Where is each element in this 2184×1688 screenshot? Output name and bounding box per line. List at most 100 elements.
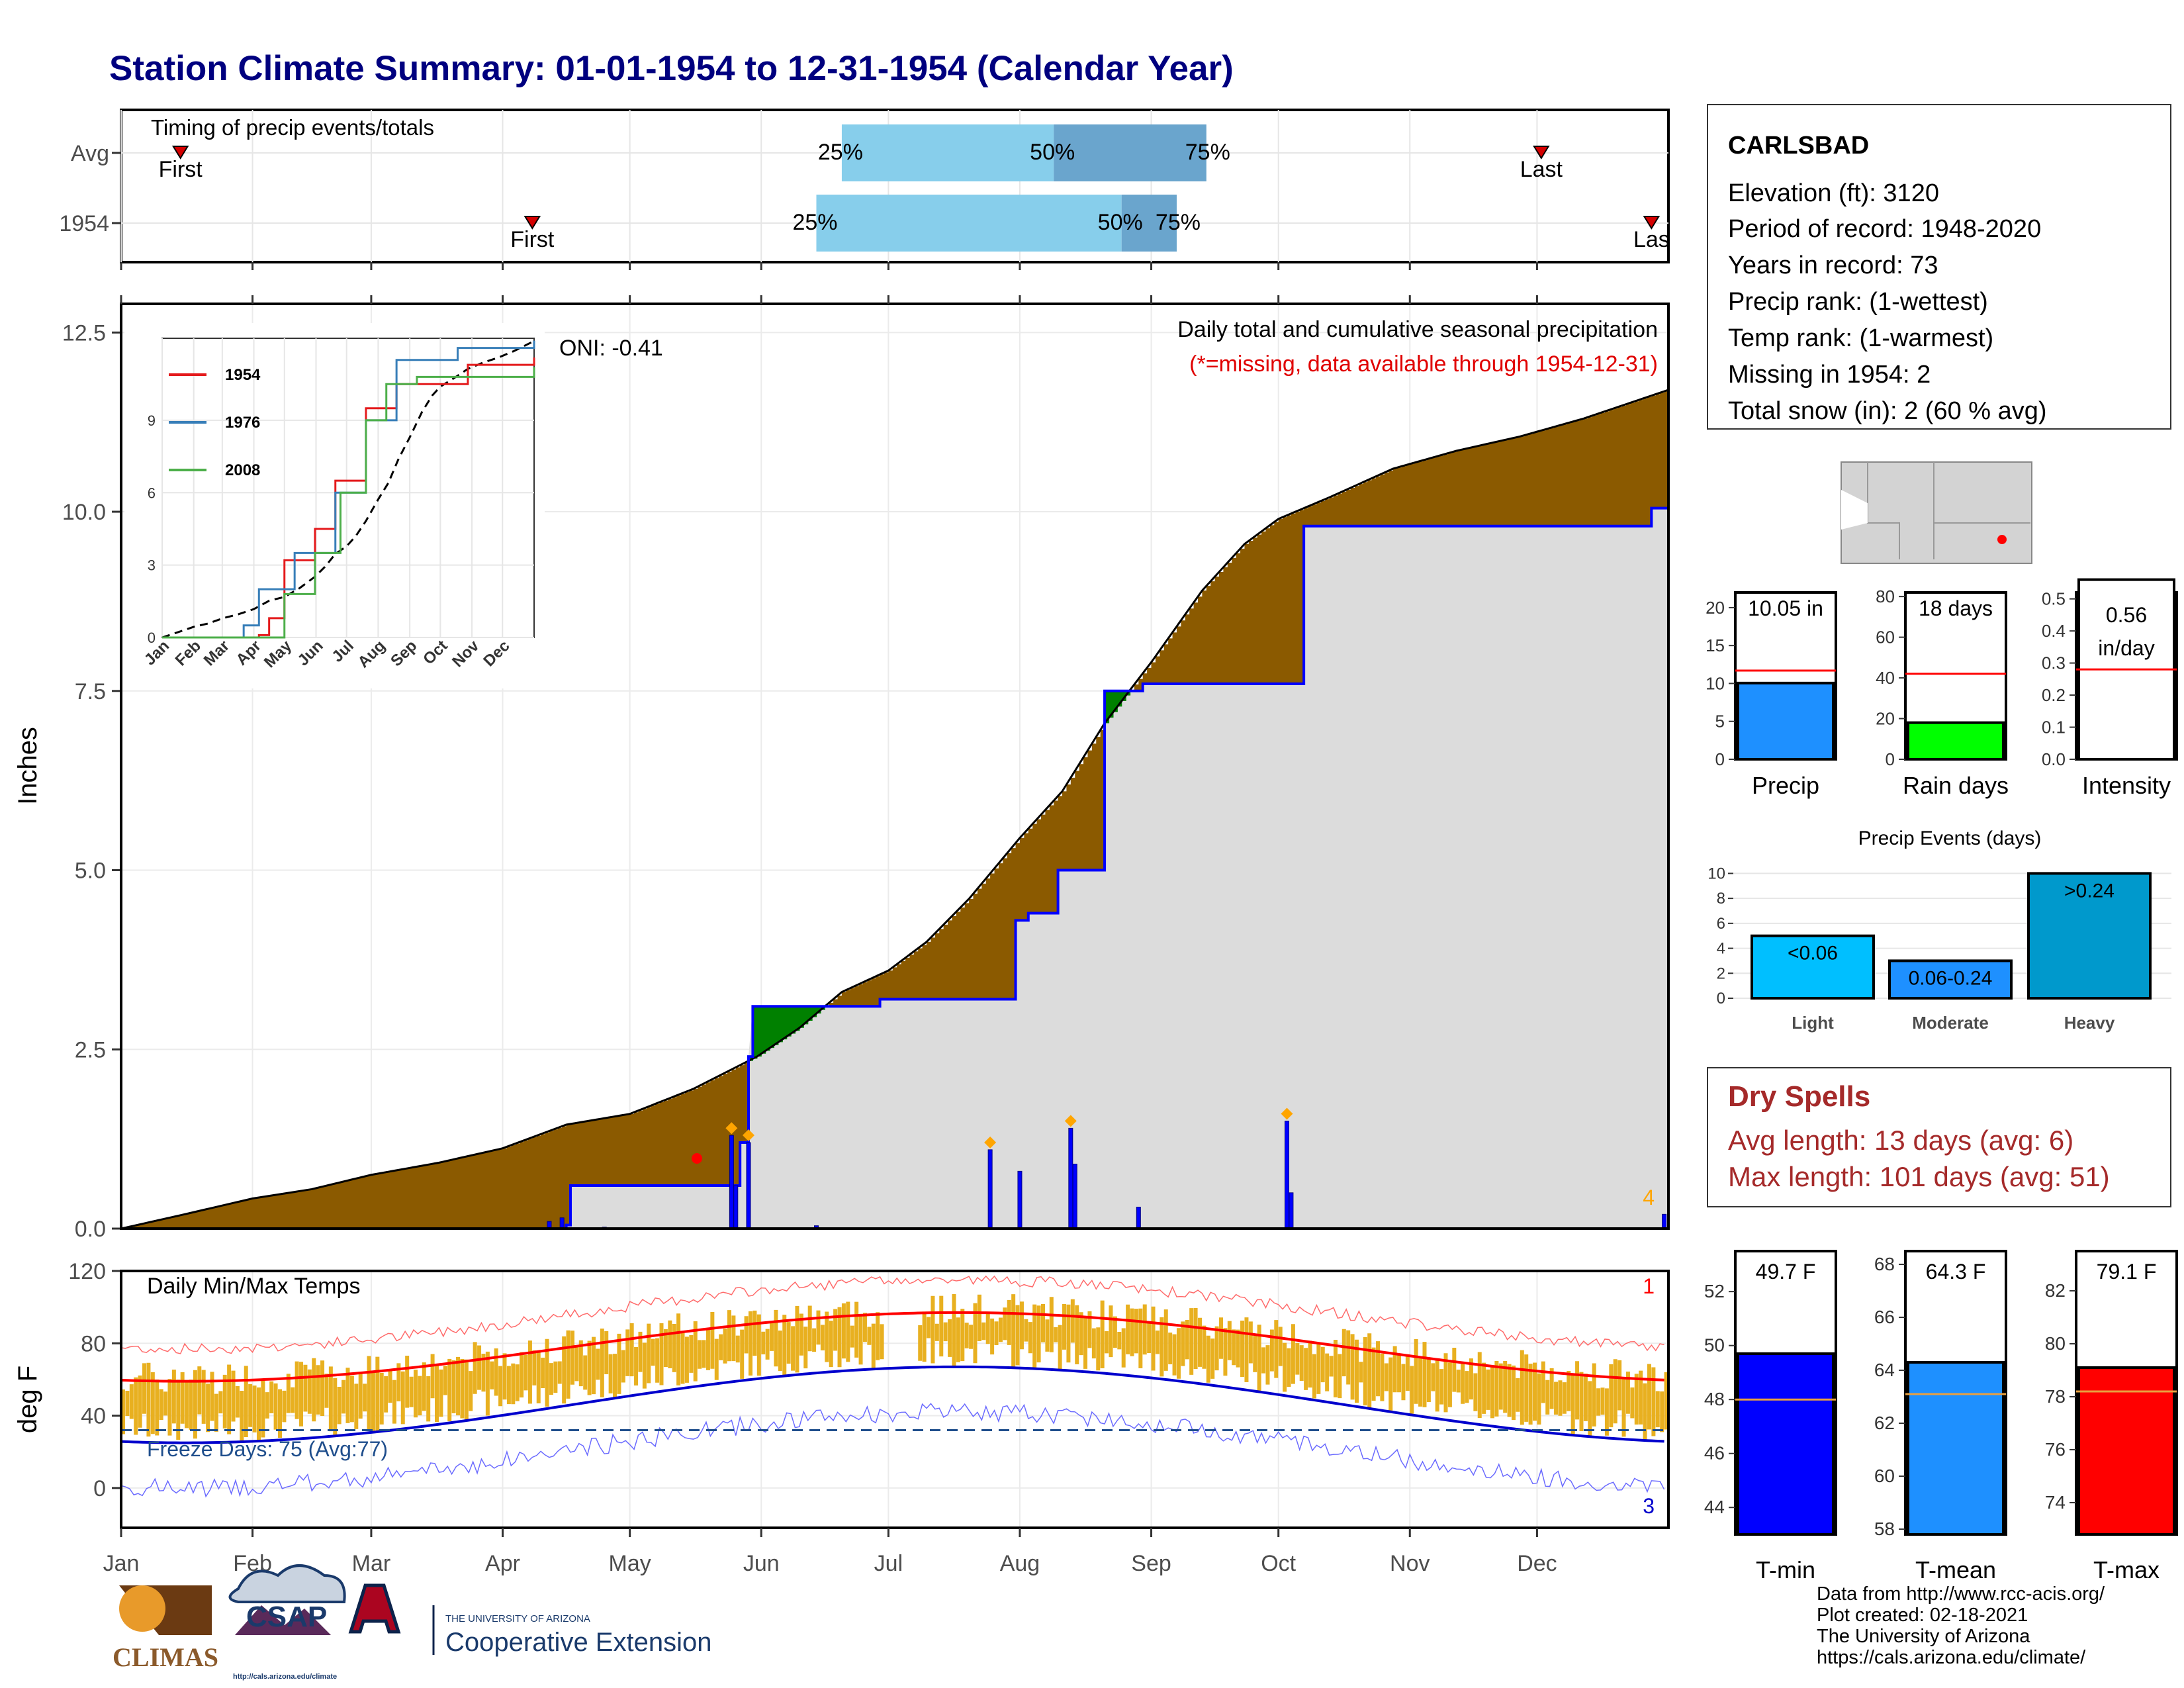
daily-precip-bar-1 — [559, 1217, 565, 1229]
ua-a-logo — [348, 1583, 401, 1634]
event-bar-label: <0.06 — [1788, 943, 1838, 964]
temps-ytick-label: 120 — [68, 1259, 106, 1284]
timing-title: Timing of precip events/totals — [151, 115, 434, 140]
timing-bar-q50-q75 — [1054, 124, 1206, 181]
rain-days-label: Rain days — [1903, 772, 2009, 799]
daily-precip-bar-11 — [1136, 1207, 1141, 1229]
average-cumulative-line — [120, 389, 1669, 1230]
csap-mountain-icon — [235, 1605, 331, 1635]
station-snow: Total snow (in): 2 (60 % avg) — [1728, 397, 2047, 425]
inset-series-line-1976 — [162, 340, 535, 639]
precip-value-text: 10.05 in — [1748, 596, 1823, 620]
timing-bar-q25-q50 — [816, 195, 1122, 252]
map-cutout — [1841, 490, 1868, 530]
month-label: Nov — [1390, 1551, 1430, 1576]
tmean-value-text: 64.3 F — [1926, 1260, 1986, 1284]
events-ytick-label: 10 — [1707, 865, 1725, 882]
climas-logo-text: CLIMAS — [113, 1642, 219, 1672]
credits: Data from http://www.rcc-acis.org/ Plot … — [1817, 1583, 2105, 1668]
station-period: Period of record: 1948-2020 — [1728, 215, 2042, 243]
dry-spells-title: Dry Spells — [1728, 1080, 1871, 1113]
dry-spells-max: Max length: 101 days (avg: 51) — [1728, 1161, 2110, 1192]
event-bar-heavy — [2027, 872, 2152, 1000]
logos — [119, 1564, 435, 1655]
tmax-label: T-max — [2093, 1556, 2160, 1583]
rain-days-ytick-label: 40 — [1876, 668, 1895, 688]
climas-logo-sun — [119, 1585, 165, 1632]
events-ytick-label: 0 — [1717, 990, 1725, 1008]
inset-series-line-2008 — [162, 367, 535, 639]
daily-temps-panel: 0 40 80 120 Daily Min/Max Temps Freeze Days: … — [13, 1259, 1670, 1529]
events-ytick-label: 8 — [1717, 890, 1725, 908]
temps-ytick-label: 80 — [81, 1331, 106, 1356]
tmin-value-text: 49.7 F — [1756, 1260, 1816, 1284]
event-bar-label: 0.06-0.24 — [1909, 967, 1993, 989]
tmin-label: T-min — [1756, 1556, 1815, 1583]
intensity-label: Intensity — [2082, 772, 2171, 799]
temps-corner-top: 1 — [1643, 1274, 1655, 1298]
main-ytick-label: 5.0 — [75, 859, 106, 884]
main-ylabel: Inches — [13, 727, 42, 805]
month-label: Jan — [103, 1551, 140, 1576]
tmin-value-bar — [1737, 1352, 1835, 1536]
rain-days-value-text: 18 days — [1919, 596, 1993, 620]
timing-label-50: 50% — [1030, 140, 1075, 165]
record-max-line — [120, 1275, 1664, 1354]
precip-value-bar — [1737, 681, 1835, 761]
precip-ytick-label: 0 — [1715, 749, 1725, 769]
event-category-label: Moderate — [1912, 1013, 1989, 1033]
timing-label-25: 25% — [792, 210, 837, 235]
timing-row-label: Avg — [71, 141, 109, 166]
csap-url: http://cals.arizona.edu/climate — [233, 1673, 338, 1681]
tmin-ytick-label: 46 — [1704, 1443, 1725, 1464]
dry-spells-box: Dry Spells Avg length: 13 days (avg: 6) … — [1707, 1067, 2171, 1207]
average-min-line — [120, 1365, 1664, 1444]
tmin-ytick-label: 50 — [1704, 1335, 1725, 1356]
csap-logo-text: CSAP — [246, 1601, 328, 1633]
rain-days-ytick-label: 80 — [1876, 586, 1895, 606]
average-max-line — [120, 1311, 1664, 1383]
tmean-ytick-label: 64 — [1874, 1360, 1895, 1380]
month-axis: Jan Feb Mar Apr May Jun Jul Aug Sep Oct Nov Dec — [103, 1528, 1557, 1576]
first-label: First — [159, 157, 203, 182]
rain-days-ytick-label: 60 — [1876, 628, 1895, 647]
daily-precip-bar-3 — [729, 1135, 734, 1229]
month-label: Dec — [1517, 1551, 1557, 1576]
inset-frame — [161, 338, 535, 638]
timing-bar-q25-q50 — [841, 124, 1054, 181]
precip-ytick-label: 15 — [1706, 635, 1725, 655]
tmin-ytick-label: 48 — [1704, 1389, 1725, 1409]
cumulative-precip-panel: 0.0 2.5 5.0 7.5 10.0 12.5 4 Daily total and cum… — [13, 295, 1670, 1242]
heavy-event-marker-3 — [725, 1122, 738, 1135]
daily-precip-bar-14 — [1662, 1213, 1667, 1229]
timing-label-25: 25% — [818, 140, 863, 165]
first-marker — [523, 216, 541, 230]
timing-label-75: 75% — [1185, 140, 1230, 165]
first-label: First — [510, 227, 555, 252]
locator-map — [1841, 461, 2032, 564]
timing-bar-q50-q75 — [1121, 195, 1177, 252]
tmax-ytick-label: 76 — [2045, 1439, 2066, 1460]
credit-university: The University of Arizona — [1817, 1626, 2030, 1647]
heavy-event-marker-7 — [984, 1136, 997, 1149]
tmax-value-text: 79.1 F — [2097, 1260, 2157, 1284]
station-missing: Missing in 1954: 2 — [1728, 361, 1931, 389]
station-precip-rank: Precip rank: (1-wettest) — [1728, 288, 1988, 316]
rain-days-ytick-label: 20 — [1876, 709, 1895, 729]
heavy-event-marker-9 — [1064, 1115, 1077, 1127]
temps-corner-bottom: 3 — [1643, 1494, 1655, 1518]
inset-ytick-label: 3 — [148, 557, 156, 574]
daily-precip-bar-13 — [1289, 1192, 1294, 1229]
tmin-ytick-label: 52 — [1704, 1281, 1725, 1301]
intensity-ytick-label: 0.2 — [2042, 685, 2066, 705]
main-ytick-label: 10.0 — [62, 500, 106, 525]
main-ytick-label: 12.5 — [62, 320, 106, 346]
station-location-marker — [1997, 535, 2007, 544]
precip-ytick-label: 5 — [1715, 712, 1725, 731]
main-subtitle: Daily total and cumulative seasonal prec… — [1177, 317, 1658, 342]
main-ytick-label: 7.5 — [75, 679, 106, 704]
month-label: Apr — [485, 1551, 520, 1576]
dry-spells-avg: Avg length: 13 days (avg: 6) — [1728, 1125, 2074, 1156]
timing-panel: 25% 50% 75% First Last Avg 25% 50% 75% First Las 19… — [59, 109, 1670, 270]
intensity-ytick-label: 0.4 — [2042, 621, 2066, 641]
